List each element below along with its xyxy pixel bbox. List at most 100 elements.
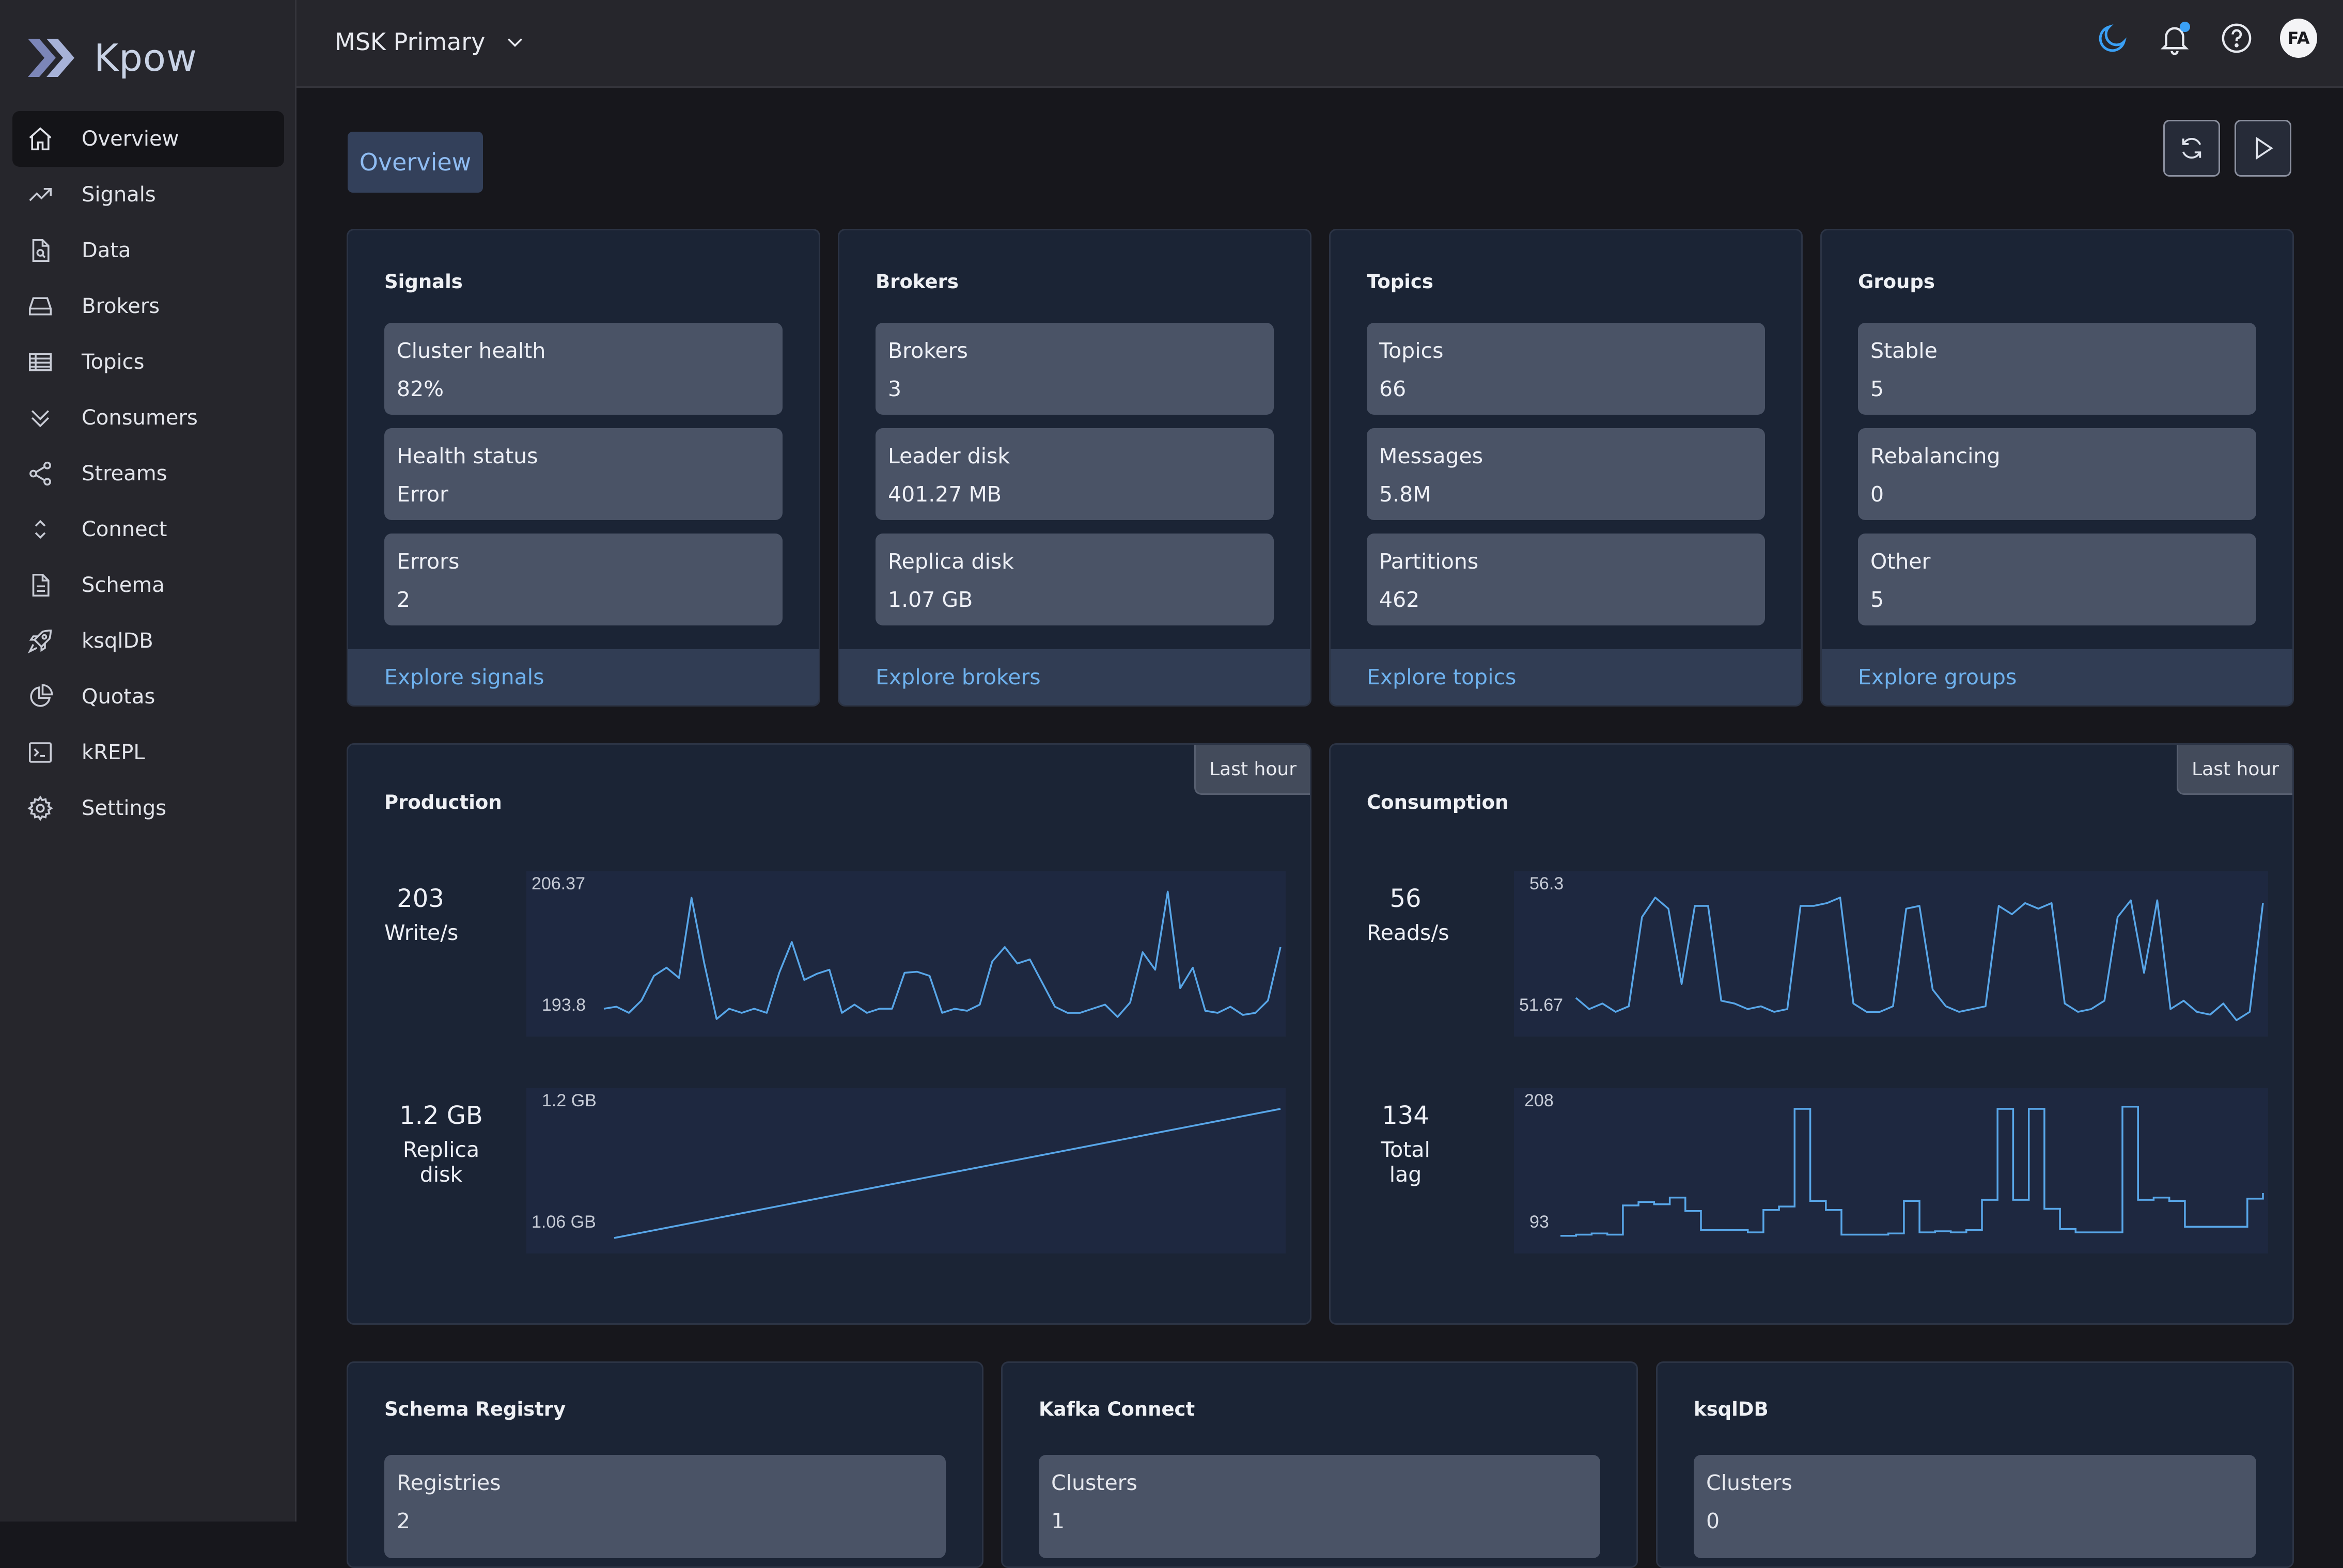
- sidebar-item-overview[interactable]: Overview: [12, 111, 284, 167]
- moon-icon: [2099, 24, 2127, 52]
- stat-value: 5.8M: [1379, 482, 1431, 507]
- theme-toggle-button[interactable]: [2094, 20, 2131, 57]
- explore-brokers-link[interactable]: Explore brokers: [839, 649, 1310, 705]
- app-name: Kpow: [94, 36, 197, 80]
- sidebar-item-brokers[interactable]: Brokers: [12, 278, 284, 334]
- axis-min-label: 51.67: [1519, 995, 1563, 1015]
- refresh-button[interactable]: [2163, 120, 2220, 177]
- share-icon: [25, 458, 56, 489]
- total-lag-series-line: [1560, 1105, 2264, 1237]
- time-range-badge[interactable]: Last hour: [1194, 745, 1310, 795]
- topics-card: Topics Topics 66 Messages 5.8M Partitions 4…: [1329, 229, 1803, 707]
- notification-dot: [2180, 22, 2190, 32]
- card-title: ksqlDB: [1694, 1398, 1769, 1420]
- stat-label: Brokers: [888, 338, 968, 363]
- top-bar: MSK Primary FA: [296, 0, 2343, 88]
- stat-label: Messages: [1379, 444, 1483, 468]
- stat-leader-disk: Leader disk 401.27 MB: [876, 428, 1274, 520]
- sidebar-item-streams[interactable]: Streams: [12, 446, 284, 501]
- tab-overview[interactable]: Overview: [348, 132, 483, 193]
- metric-value: 203: [397, 884, 444, 913]
- writes-sparkline: 206.37 193.8: [526, 871, 1286, 1037]
- notifications-button[interactable]: [2156, 20, 2193, 57]
- sidebar-item-label: Connect: [82, 518, 167, 541]
- stat-registries: Registries 2: [384, 1455, 946, 1558]
- reads-metric: 56 Reads/s: [1367, 884, 1449, 945]
- metric-value: 1.2 GB: [399, 1101, 483, 1130]
- stat-value: 66: [1379, 377, 1407, 401]
- axis-min-label: 93: [1529, 1212, 1549, 1232]
- sidebar-item-signals[interactable]: Signals: [12, 167, 284, 223]
- app-logo[interactable]: Kpow: [26, 32, 197, 84]
- stat-value: 462: [1379, 587, 1420, 612]
- card-title: Schema Registry: [384, 1398, 566, 1420]
- stat-value: 5: [1870, 377, 1884, 401]
- sidebar-item-consumers[interactable]: Consumers: [12, 390, 284, 446]
- metric-label: Replica disk: [402, 1137, 480, 1187]
- cluster-selector[interactable]: MSK Primary: [335, 28, 526, 56]
- sidebar-item-label: Schema: [82, 573, 165, 597]
- metric-value: 134: [1382, 1101, 1429, 1130]
- schema-registry-card: Schema Registry Registries 2: [347, 1361, 983, 1568]
- ksqldb-card: ksqlDB Clusters 0: [1656, 1361, 2294, 1568]
- stat-value: 0: [1870, 482, 1884, 507]
- writes-metric: 203 Write/s: [384, 884, 458, 945]
- time-range-badge[interactable]: Last hour: [2177, 745, 2292, 795]
- stat-messages: Messages 5.8M: [1367, 428, 1765, 520]
- stat-value: 2: [397, 1509, 411, 1533]
- refresh-icon: [2182, 138, 2201, 159]
- sidebar-item-ksqldb[interactable]: ksqlDB: [12, 613, 284, 669]
- stat-value: 5: [1870, 587, 1884, 612]
- axis-max-label: 56.3: [1529, 874, 1564, 893]
- stat-rebalancing: Rebalancing 0: [1858, 428, 2256, 520]
- stat-value: 3: [888, 377, 902, 401]
- stat-value: 401.27 MB: [888, 482, 1002, 507]
- axis-max-label: 1.2 GB: [542, 1091, 597, 1110]
- stat-value: 0: [1706, 1509, 1720, 1533]
- chevron-down-icon: [508, 38, 523, 47]
- stat-clusters: Clusters 1: [1039, 1455, 1600, 1558]
- cluster-name: MSK Primary: [335, 28, 486, 56]
- metric-value: 56: [1389, 884, 1422, 913]
- signals-card: Signals Cluster health 82% Health status E…: [347, 229, 820, 707]
- explore-signals-link[interactable]: Explore signals: [348, 649, 819, 705]
- replica-disk-series-line: [614, 1108, 1281, 1239]
- explore-groups-link[interactable]: Explore groups: [1822, 649, 2292, 705]
- production-panel: Production Last hour 203 Write/s 1.2 GB …: [347, 743, 1311, 1325]
- sidebar-nav: Overview Signals Data Brokers Topics Con…: [12, 111, 284, 836]
- help-button[interactable]: [2218, 20, 2255, 57]
- gear-icon: [25, 793, 56, 824]
- bell-icon: [2160, 27, 2189, 55]
- user-menu-button[interactable]: FA: [2280, 19, 2317, 58]
- play-button[interactable]: [2235, 120, 2291, 177]
- sidebar-item-data[interactable]: Data: [12, 223, 284, 278]
- sidebar-item-settings[interactable]: Settings: [12, 780, 284, 836]
- sidebar-item-quotas[interactable]: Quotas: [12, 669, 284, 725]
- card-title: Groups: [1858, 271, 1935, 293]
- stat-label: Clusters: [1051, 1470, 1137, 1495]
- stat-brokers: Brokers 3: [876, 323, 1274, 415]
- stat-label: Leader disk: [888, 444, 1010, 468]
- stat-label: Rebalancing: [1870, 444, 2001, 468]
- stat-other: Other 5: [1858, 534, 2256, 625]
- card-title: Signals: [384, 271, 463, 293]
- replica-disk-metric: 1.2 GB Replica disk: [384, 1101, 498, 1187]
- sidebar-item-topics[interactable]: Topics: [12, 334, 284, 390]
- sidebar-item-label: Overview: [82, 127, 179, 151]
- consumption-panel: Consumption Last hour 56 Reads/s 134 Tot…: [1329, 743, 2294, 1325]
- sidebar-item-krepl[interactable]: kREPL: [12, 725, 284, 780]
- explore-topics-link[interactable]: Explore topics: [1331, 649, 1801, 705]
- stat-replica-disk: Replica disk 1.07 GB: [876, 534, 1274, 625]
- kafka-connect-card: Kafka Connect Clusters 1: [1001, 1361, 1638, 1568]
- stat-topics: Topics 66: [1367, 323, 1765, 415]
- stat-errors: Errors 2: [384, 534, 783, 625]
- sidebar-item-connect[interactable]: Connect: [12, 501, 284, 557]
- sidebar-item-schema[interactable]: Schema: [12, 557, 284, 613]
- card-title: Topics: [1367, 271, 1433, 293]
- rocket-icon: [25, 625, 56, 656]
- kpow-logo-icon: [28, 39, 74, 77]
- axis-max-label: 208: [1524, 1091, 1554, 1110]
- writes-series-line: [603, 890, 1282, 1020]
- stat-label: Other: [1870, 549, 1931, 574]
- groups-card: Groups Stable 5 Rebalancing 0 Other 5 Explo…: [1820, 229, 2294, 707]
